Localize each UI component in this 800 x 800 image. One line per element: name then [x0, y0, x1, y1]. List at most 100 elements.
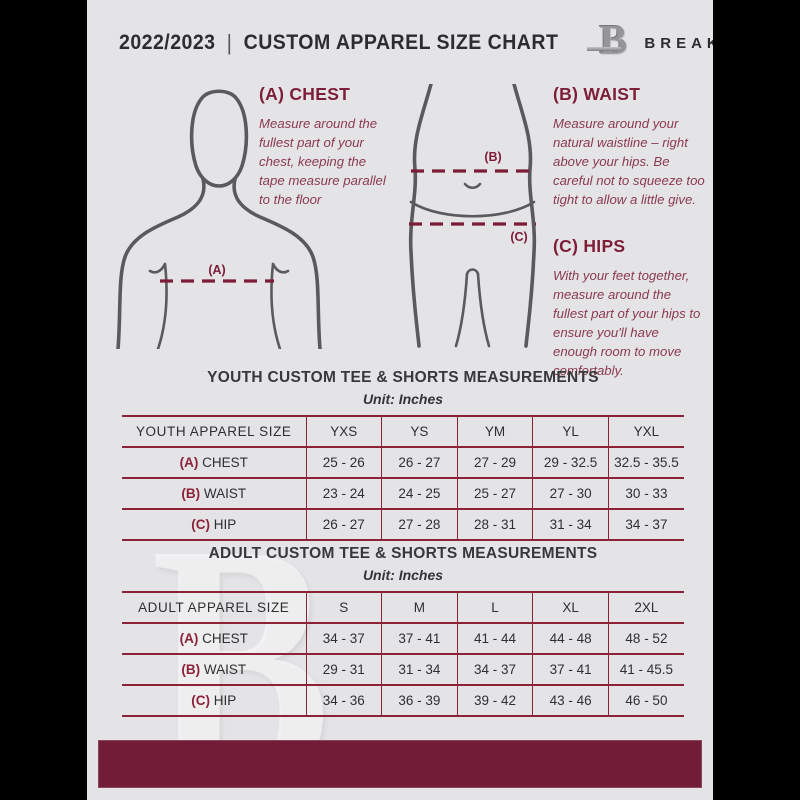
table-cell: 24 - 25	[381, 478, 458, 509]
table-cell: 27 - 29	[456, 447, 533, 478]
header-title-group: 2022/2023 | CUSTOM APPAREL SIZE CHART	[119, 30, 558, 56]
waist-hips-instructions: (B) WAIST Measure around your natural wa…	[553, 84, 705, 380]
table-cell: 41 - 45.5	[607, 654, 684, 685]
table-cell: 28 - 31	[456, 509, 533, 540]
navel-mark	[463, 182, 482, 190]
hips-body-text: With your feet together, measure around …	[553, 268, 701, 378]
youth-table-title: YOUTH CUSTOM TEE & SHORTS MEASUREMENTS	[207, 369, 599, 386]
lower-body-diagram-icon: (B) (C)	[408, 84, 537, 348]
table-row: (A) CHEST 25 - 26 26 - 27 27 - 29 29 - 3…	[122, 447, 684, 478]
table-cell: 37 - 41	[532, 654, 609, 685]
column-header: YL	[532, 416, 609, 447]
table-cell: 39 - 42	[456, 685, 533, 716]
waist-line-label: (B)	[484, 150, 501, 164]
table-cell: 34 - 37	[305, 623, 382, 654]
left-inner-leg	[454, 272, 469, 348]
table-cell: 37 - 41	[381, 623, 458, 654]
table-row: (B) WAIST 29 - 31 31 - 34 34 - 37 37 - 4…	[122, 654, 684, 685]
table-cell: 31 - 34	[532, 509, 609, 540]
right-inner-arm	[270, 262, 282, 349]
left-hip-leg-outline	[408, 84, 433, 348]
row-label: (A) CHEST	[179, 631, 248, 646]
waist-heading: (B) WAIST	[553, 84, 641, 104]
head-outline	[189, 89, 249, 188]
table-cell: 41 - 44	[456, 623, 533, 654]
page-header: 2022/2023 | CUSTOM APPAREL SIZE CHART B …	[87, 18, 713, 66]
page-title: CUSTOM APPAREL SIZE CHART	[243, 31, 559, 54]
column-header: L	[456, 592, 533, 623]
table-row: (C) HIP 26 - 27 27 - 28 28 - 31 31 - 34 …	[122, 509, 684, 540]
right-shoulder-arm	[232, 177, 322, 349]
column-header: S	[305, 592, 382, 623]
right-hip-leg-outline	[512, 84, 537, 348]
adult-table-title: ADULT CUSTOM TEE & SHORTS MEASUREMENTS	[208, 545, 598, 562]
column-header: YOUTH APPAREL SIZE	[135, 424, 292, 439]
hips-heading: (C) HIPS	[553, 236, 626, 256]
left-inner-arm	[156, 262, 168, 349]
youth-table-unit: Unit: Inches	[362, 391, 444, 407]
table-cell: 29 - 31	[305, 654, 382, 685]
table-cell: 27 - 28	[381, 509, 458, 540]
chest-body-text: Measure around the fullest part of your …	[259, 116, 386, 207]
table-cell: 34 - 37	[456, 654, 533, 685]
chest-line-label: (A)	[208, 263, 225, 277]
row-label: (C) HIP	[191, 693, 237, 708]
measurement-diagrams: (A) (A) CHEST Measure around the fullest…	[87, 80, 713, 378]
season-year: 2022/2023	[119, 31, 216, 54]
table-cell: 31 - 34	[381, 654, 458, 685]
left-armpit-crease	[148, 262, 167, 274]
row-label: (A) CHEST	[179, 455, 248, 470]
adult-header-row: ADULT APPAREL SIZE S M L XL 2XL	[122, 592, 684, 623]
adult-table-section: ADULT CUSTOM TEE & SHORTS MEASUREMENTS U…	[122, 544, 684, 717]
header-separator: |	[226, 30, 233, 55]
column-header: YM	[456, 416, 533, 447]
table-row: (C) HIP 34 - 36 36 - 39 39 - 42 43 - 46 …	[122, 685, 684, 716]
table-cell: 32.5 - 35.5	[607, 447, 684, 478]
table-cell: 34 - 36	[305, 685, 382, 716]
right-inner-leg	[476, 272, 491, 348]
chest-heading: (A) CHEST	[259, 84, 351, 104]
brand-block: B BREAKAWAY	[587, 18, 713, 65]
table-row: (A) CHEST 34 - 37 37 - 41 41 - 44 44 - 4…	[122, 623, 684, 654]
logo-crossbar	[587, 47, 622, 51]
footer-accent-bar	[98, 740, 702, 788]
size-chart-page: B 2022/2023 | CUSTOM APPAREL SIZE CHART …	[87, 0, 713, 800]
table-cell: 25 - 27	[456, 478, 533, 509]
right-armpit-crease	[271, 262, 290, 274]
waist-body-text: Measure around your natural waistline – …	[553, 116, 705, 207]
table-row: (B) WAIST 23 - 24 24 - 25 25 - 27 27 - 3…	[122, 478, 684, 509]
table-cell: 43 - 46	[532, 685, 609, 716]
table-cell: 26 - 27	[305, 509, 382, 540]
crotch-curve	[465, 268, 480, 276]
column-header: YXS	[305, 416, 382, 447]
column-header: M	[381, 592, 458, 623]
row-label: (B) WAIST	[181, 662, 247, 677]
table-cell: 48 - 52	[607, 623, 684, 654]
hips-line-label: (C)	[510, 230, 527, 244]
adult-table-unit: Unit: Inches	[362, 567, 444, 583]
adult-size-table: ADULT APPAREL SIZE S M L XL 2XL (A) CHES…	[122, 591, 684, 717]
table-cell: 26 - 27	[381, 447, 458, 478]
brand-name: BREAKAWAY	[644, 34, 713, 52]
chest-instructions: (A) CHEST Measure around the fullest par…	[259, 84, 395, 209]
left-shoulder-arm	[116, 177, 206, 349]
row-label: (B) WAIST	[181, 486, 247, 501]
column-header: 2XL	[607, 592, 684, 623]
table-cell: 27 - 30	[532, 478, 609, 509]
breakaway-logo-icon: B	[587, 18, 631, 65]
table-cell: 46 - 50	[607, 685, 684, 716]
table-cell: 30 - 33	[607, 478, 684, 509]
table-cell: 34 - 37	[607, 509, 684, 540]
upper-torso-diagram-icon: (A)	[116, 89, 322, 349]
table-cell: 25 - 26	[305, 447, 382, 478]
column-header: ADULT APPAREL SIZE	[138, 600, 290, 615]
table-cell: 44 - 48	[532, 623, 609, 654]
table-cell: 29 - 32.5	[532, 447, 609, 478]
table-cell: 36 - 39	[381, 685, 458, 716]
column-header: XL	[532, 592, 609, 623]
youth-table-section: YOUTH CUSTOM TEE & SHORTS MEASUREMENTS U…	[122, 368, 684, 541]
logo-letter: B	[599, 18, 628, 64]
youth-header-row: YOUTH APPAREL SIZE YXS YS YM YL YXL	[122, 416, 684, 447]
hip-crease	[409, 200, 536, 218]
column-header: YS	[381, 416, 458, 447]
